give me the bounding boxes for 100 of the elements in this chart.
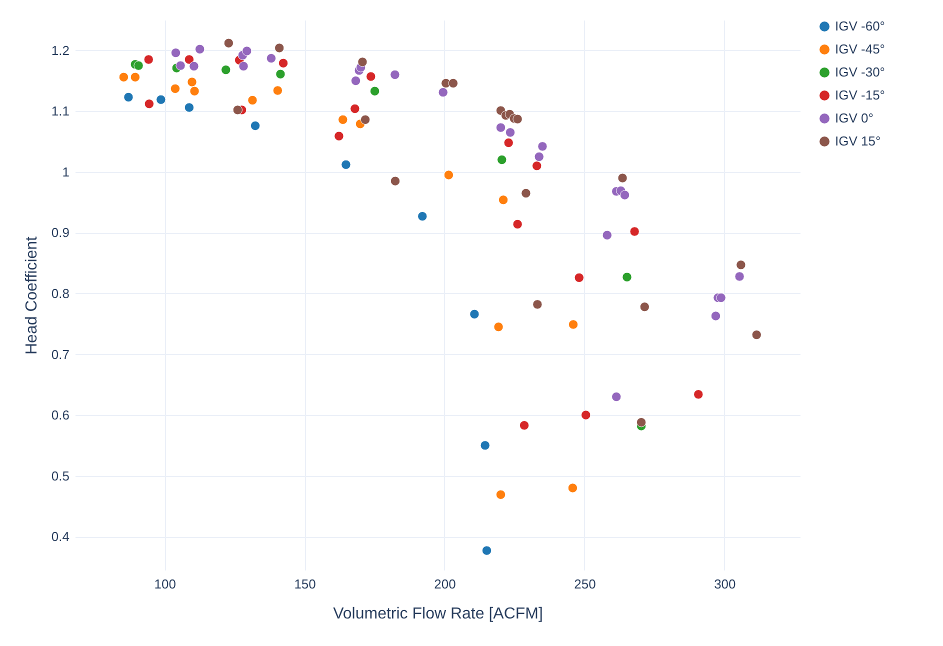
point [266, 53, 276, 64]
x-tick-label: 250 [574, 576, 596, 592]
point [538, 142, 548, 152]
y-tick-label: 0.9 [51, 225, 70, 240]
point [250, 120, 260, 131]
point [248, 95, 258, 106]
point [187, 77, 197, 87]
point [494, 322, 504, 332]
point [444, 170, 454, 180]
y-tick-label: 0.6 [51, 408, 70, 423]
point [521, 188, 531, 198]
point [170, 84, 180, 94]
y-axis-title: Head Coefficient [23, 236, 40, 354]
point [568, 320, 578, 330]
point [640, 302, 650, 312]
point [334, 131, 344, 141]
y-tick-label: 0.5 [51, 468, 70, 484]
x-tick-label: 200 [434, 576, 456, 592]
point [144, 54, 154, 64]
legend-label: IGV 15° [835, 134, 881, 148]
point [532, 161, 542, 171]
point [130, 72, 140, 82]
point [238, 61, 248, 72]
point [618, 173, 628, 183]
point [370, 86, 380, 96]
point [224, 38, 234, 48]
point [512, 219, 522, 230]
point [512, 114, 522, 124]
point [221, 64, 231, 75]
point [176, 60, 186, 70]
x-axis-title: Volumetric Flow Rate [ACFM] [333, 606, 543, 622]
point [232, 105, 242, 115]
point [418, 211, 428, 222]
point [274, 43, 284, 53]
point [390, 70, 400, 80]
point [194, 44, 205, 54]
point [134, 60, 144, 70]
point [470, 309, 480, 319]
legend-label: IGV -15° [835, 88, 885, 102]
point [184, 54, 194, 64]
x-tick-label: 300 [714, 576, 736, 592]
x-tick-label: 150 [294, 576, 316, 592]
point [341, 160, 351, 170]
point [581, 410, 591, 420]
point [574, 272, 584, 283]
point [358, 57, 368, 67]
point [534, 152, 544, 162]
point [622, 272, 632, 282]
point [497, 154, 507, 165]
y-tick-label: 1.2 [51, 42, 70, 58]
point [532, 300, 542, 310]
point [350, 104, 360, 114]
point [752, 330, 762, 340]
point [438, 87, 448, 98]
point [189, 61, 199, 72]
point [716, 292, 726, 303]
point [505, 128, 516, 138]
legend-label: IGV -60° [835, 18, 885, 34]
point [734, 272, 744, 282]
point [504, 138, 514, 148]
point [620, 190, 630, 200]
point [338, 114, 348, 125]
y-tick-label: 1.1 [51, 104, 70, 119]
point [156, 94, 166, 104]
point [144, 99, 154, 109]
legend-label: IGV 0° [835, 110, 874, 126]
point [350, 76, 361, 86]
point [736, 260, 746, 270]
point [448, 78, 458, 88]
point [694, 390, 704, 400]
point [118, 72, 129, 82]
y-tick-label: 0.8 [51, 286, 70, 301]
point [630, 226, 640, 236]
point [366, 72, 376, 82]
point [170, 48, 181, 58]
point [568, 483, 578, 493]
legend-label: IGV -30° [835, 64, 885, 80]
point [184, 102, 194, 112]
y-tick-label: 1 [62, 164, 70, 180]
y-tick-label: 0.7 [51, 346, 70, 362]
point [496, 490, 506, 500]
point [602, 230, 612, 240]
point [498, 195, 508, 205]
point [242, 46, 252, 56]
point [124, 92, 134, 102]
point [272, 86, 283, 96]
x-tick-label: 100 [154, 576, 176, 592]
point [710, 311, 721, 321]
point [390, 176, 400, 186]
legend-label: IGV -45° [835, 42, 885, 56]
point [190, 86, 200, 96]
point [482, 546, 492, 556]
point [636, 417, 646, 428]
point [360, 114, 370, 125]
point [276, 69, 286, 79]
point [480, 440, 490, 450]
point [278, 58, 288, 68]
point [612, 392, 622, 402]
point [496, 122, 506, 132]
y-tick-label: 0.4 [51, 529, 70, 544]
